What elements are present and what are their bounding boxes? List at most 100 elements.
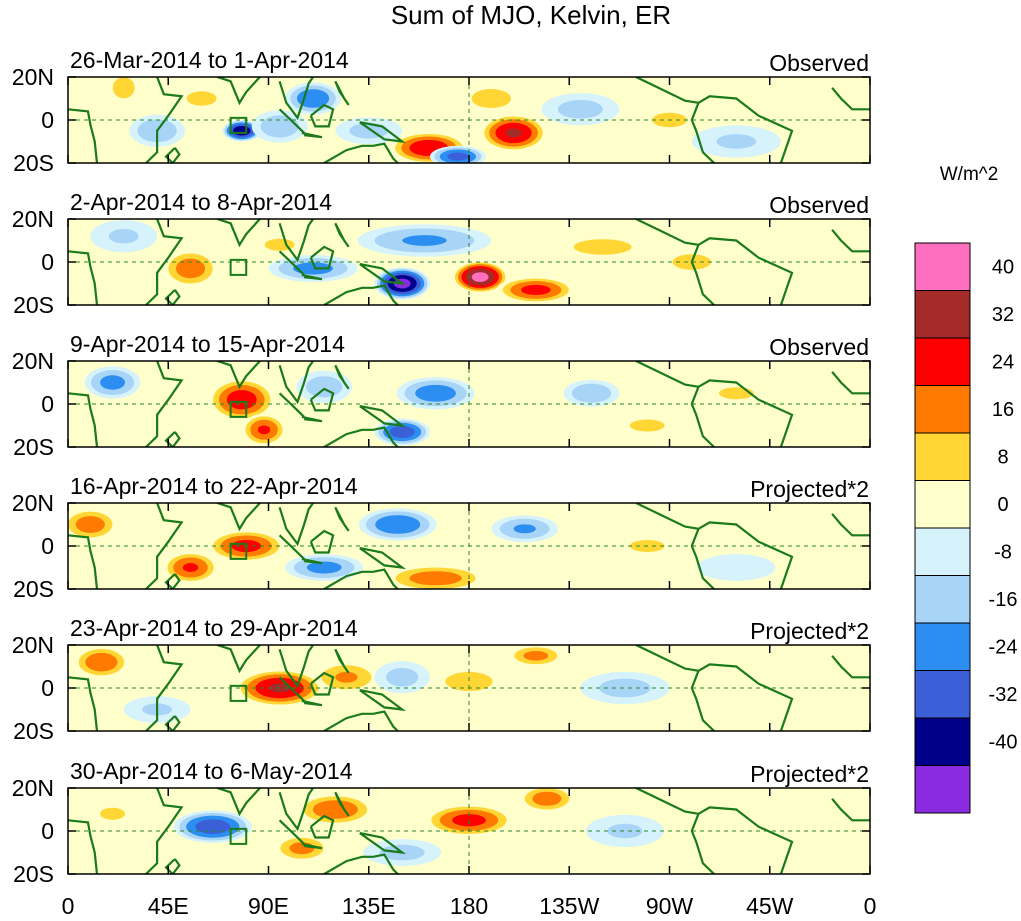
- coastline: [334, 222, 350, 248]
- contour-ring: [175, 258, 206, 279]
- coastline: [323, 142, 399, 163]
- anomaly-9: [430, 145, 486, 163]
- panel-status-label: Observed: [769, 192, 869, 218]
- reference-box: [229, 116, 248, 134]
- colorbar-swatch: [914, 385, 971, 434]
- coastline: [216, 77, 262, 106]
- coastline: [359, 121, 407, 144]
- colorbar-swatch: [914, 765, 971, 814]
- coastline: [359, 263, 407, 286]
- anomaly-8: [84, 800, 141, 828]
- coastline: [697, 237, 794, 305]
- coastline: [323, 853, 399, 874]
- coastline: [278, 503, 314, 547]
- panel-status-label: Projected*2: [750, 761, 869, 787]
- contour-ring: [386, 667, 419, 687]
- coastline: [216, 503, 262, 532]
- contour-ring: [523, 650, 549, 661]
- anomaly-5: [396, 377, 475, 410]
- contour-ring: [629, 419, 665, 432]
- anomaly-1: [73, 646, 130, 679]
- anomaly-4: [162, 249, 219, 288]
- coastline: [690, 528, 715, 589]
- coastline: [831, 371, 870, 395]
- coastline: [635, 503, 699, 530]
- coastline: [301, 557, 323, 565]
- coastline: [301, 842, 323, 850]
- panel-period-label: 30-Apr-2014 to 6-May-2014: [70, 758, 353, 784]
- coastline: [690, 670, 715, 731]
- panel-period-label: 23-Apr-2014 to 29-Apr-2014: [70, 615, 358, 641]
- colorbar-level-label: 16: [992, 399, 1014, 421]
- coastline: [301, 273, 323, 281]
- colorbar: 40 32 24 16 8 0 -8 -16 -24 -32 -40: [914, 242, 1018, 814]
- y-tick-label: 0: [41, 675, 54, 701]
- coastline: [309, 387, 335, 412]
- coastline: [697, 95, 794, 163]
- anomaly-5: [358, 508, 437, 541]
- coastline: [831, 513, 870, 537]
- anomaly-6: [357, 224, 492, 257]
- coastline: [216, 219, 262, 248]
- contour-ring: [306, 561, 342, 574]
- contour-ring: [195, 819, 231, 834]
- colorbar-level-label: 8: [997, 447, 1008, 469]
- panels: 20N 0 20S 26-Mar-2014 to 1-Apr-2014 Observed…: [12, 47, 871, 887]
- contour-ring: [573, 239, 632, 255]
- coastline: [635, 77, 699, 104]
- coastline: [697, 663, 794, 731]
- panel-2: 20N 0 20S 2-Apr-2014 to 8-Apr-2014 Observed: [12, 189, 871, 318]
- coastline: [145, 77, 184, 163]
- coastline: [690, 244, 715, 305]
- contour-ring: [312, 800, 358, 819]
- anomaly-7: [552, 233, 653, 261]
- panel-status-label: Observed: [769, 50, 869, 76]
- contour-ring: [226, 390, 257, 410]
- contour-ring: [305, 376, 343, 398]
- coastline: [145, 788, 184, 874]
- coastlines: [68, 77, 870, 163]
- colorbar-level-label: 0: [997, 494, 1008, 516]
- contour-ring: [233, 125, 251, 136]
- chart-title: Sum of MJO, Kelvin, ER: [391, 0, 671, 30]
- contour-ring: [599, 678, 651, 698]
- coastline: [164, 858, 181, 874]
- coastline: [164, 431, 181, 447]
- anomaly-10: [246, 231, 314, 259]
- contour-ring: [75, 516, 105, 533]
- anomaly-2: [208, 378, 276, 422]
- anomaly-3: [241, 413, 287, 446]
- coastline: [635, 361, 699, 388]
- x-tick-label: 0: [864, 893, 877, 919]
- panel-6: 20N 0 20S 30-Apr-2014 to 6-May-2014 Projecte…: [12, 758, 871, 887]
- y-tick-label: 0: [41, 107, 54, 133]
- y-tick-label: 20S: [13, 718, 54, 744]
- coastline: [68, 534, 99, 589]
- contour-ring: [112, 77, 135, 99]
- anomaly-8: [608, 412, 687, 439]
- coastline: [216, 788, 262, 817]
- contour-ring: [389, 425, 415, 438]
- coastline: [164, 715, 181, 731]
- coastline: [68, 108, 99, 163]
- panel-status-label: Projected*2: [750, 618, 869, 644]
- coastlines: [68, 361, 870, 447]
- anomaly-1: [173, 810, 252, 843]
- x-tick-label: 0: [62, 893, 75, 919]
- anomaly-1: [106, 77, 141, 104]
- contour-ring: [257, 425, 271, 435]
- contour-ring: [505, 128, 522, 138]
- colorbar-swatch: [914, 242, 971, 291]
- coastline: [216, 361, 262, 390]
- contour-ring: [293, 262, 333, 275]
- coastline: [145, 645, 184, 731]
- panel-period-label: 16-Apr-2014 to 22-Apr-2014: [70, 473, 358, 499]
- coastline: [635, 219, 699, 246]
- coastline: [278, 219, 314, 263]
- contour-ring: [260, 115, 299, 138]
- anomaly-6: [385, 564, 486, 589]
- colorbar-level-label: -40: [989, 732, 1018, 754]
- coastline: [323, 568, 399, 589]
- coastline: [359, 405, 407, 428]
